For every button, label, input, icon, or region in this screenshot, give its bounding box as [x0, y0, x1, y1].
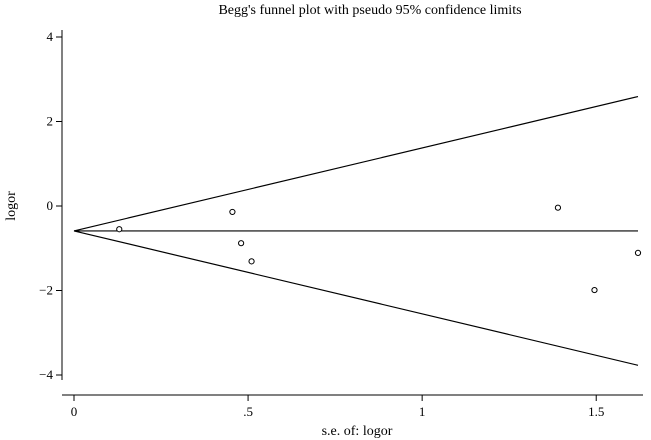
y-tick-label: 2 [47, 114, 54, 129]
upper-confidence-limit-line [73, 95, 639, 232]
x-axis-label: s.e. of: logor [322, 424, 393, 439]
y-tick-label: 4 [47, 29, 54, 44]
plot-lines [73, 95, 639, 366]
x-tick-label: 1 [419, 404, 426, 419]
y-tick-label: −4 [39, 367, 53, 382]
x-tick-label: 0 [71, 404, 78, 419]
study-point [591, 286, 598, 294]
chart-title: Begg's funnel plot with pseudo 95% confi… [218, 3, 521, 18]
y-ticks: −4 −2 0 2 4 [39, 29, 62, 382]
x-tick-label: 1.5 [588, 404, 604, 419]
study-point [238, 240, 245, 247]
y-tick-label: −2 [39, 283, 53, 298]
lower-confidence-limit-line [73, 230, 639, 366]
study-point [554, 204, 562, 211]
y-tick-label: 0 [47, 198, 54, 213]
study-point [248, 258, 255, 265]
study-point [634, 249, 642, 256]
y-axis-label: logor [4, 191, 19, 221]
x-ticks: 0 .5 1 1.5 [71, 395, 604, 419]
study-point [116, 226, 123, 233]
plot-points [116, 204, 642, 294]
x-tick-label: .5 [243, 404, 253, 419]
study-point [229, 208, 236, 216]
